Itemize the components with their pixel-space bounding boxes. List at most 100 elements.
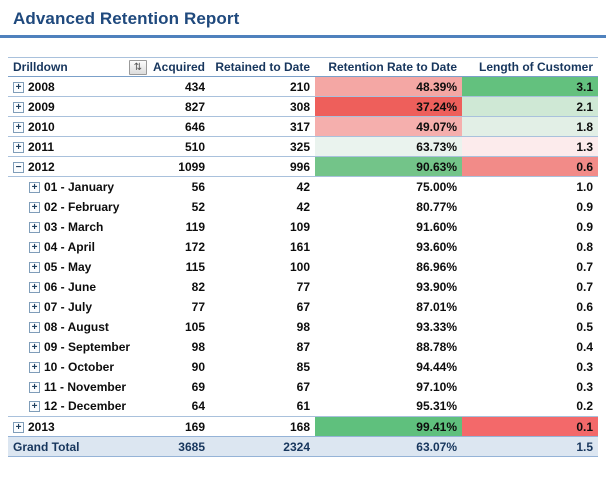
retained-value: 67 (296, 299, 310, 314)
expand-toggle-icon[interactable]: + (29, 301, 40, 313)
length-of-customer-value: 1.3 (462, 136, 598, 157)
expand-toggle-icon[interactable]: + (13, 141, 24, 153)
acquired-value: 172 (184, 239, 205, 254)
length-of-customer-value: 0.2 (576, 399, 593, 414)
expand-toggle-icon[interactable]: + (13, 121, 24, 133)
retained-value: 42 (296, 199, 310, 214)
drilldown-cell: +07 - July (8, 297, 148, 317)
row-label: 09 - September (44, 339, 131, 354)
drilldown-cell: −2012 (8, 156, 148, 177)
acquired-value: 169 (148, 416, 210, 437)
drilldown-cell: +10 - October (8, 357, 148, 377)
length-of-customer-value: 0.6 (462, 156, 598, 177)
acquired-value: 77 (191, 299, 205, 314)
drilldown-header-label: Drilldown (13, 59, 68, 74)
expand-toggle-icon[interactable]: + (29, 401, 40, 413)
page-title: Advanced Retention Report (13, 9, 240, 28)
retained-value: 325 (210, 136, 315, 157)
row-label: 04 - April (44, 239, 95, 254)
drilldown-cell: +12 - December (8, 397, 148, 417)
drilldown-cell: +2010 (8, 116, 148, 137)
column-header-retention-rate: Retention Rate to Date (315, 57, 462, 77)
row-label: 12 - December (44, 399, 127, 414)
retention-pivot-table: Drilldown ⇅ Acquired Retained to Date Re… (8, 57, 598, 457)
report-page: Advanced Retention Report Drilldown ⇅ Ac… (0, 9, 606, 479)
drilldown-cell: +04 - April (8, 237, 148, 257)
table-row: Grand Total 3685 2324 63.07% 1.5 (8, 436, 598, 457)
retention-rate-value: 97.10% (416, 379, 457, 394)
expand-toggle-icon[interactable]: + (29, 241, 40, 253)
table-row: +02 - February 52 42 80.77% 0.9 (8, 197, 598, 217)
acquired-value: 64 (191, 399, 205, 414)
expand-toggle-icon[interactable]: + (29, 201, 40, 213)
drilldown-cell: +01 - January (8, 176, 148, 197)
drilldown-cell: +06 - June (8, 277, 148, 297)
length-of-customer-value: 1.5 (462, 436, 598, 457)
column-header-acquired: Acquired (148, 57, 210, 77)
table-row: +07 - July 77 67 87.01% 0.6 (8, 297, 598, 317)
acquired-value: 56 (148, 176, 210, 197)
expand-toggle-icon[interactable]: − (13, 161, 24, 173)
acquired-value: 3685 (148, 436, 210, 457)
drilldown-cell: +02 - February (8, 197, 148, 217)
acquired-value: 69 (191, 379, 205, 394)
retention-rate-value: 86.96% (416, 259, 457, 274)
drilldown-cell: +03 - March (8, 217, 148, 237)
expand-toggle-icon[interactable]: + (29, 261, 40, 273)
drilldown-cell: +05 - May (8, 257, 148, 277)
table-row: +09 - September 98 87 88.78% 0.4 (8, 337, 598, 357)
table-row: +2009 827 308 37.24% 2.1 (8, 96, 598, 117)
retention-rate-value: 49.07% (315, 116, 462, 137)
expand-toggle-icon[interactable]: + (29, 221, 40, 233)
row-label: 05 - May (44, 259, 92, 274)
expand-toggle-icon[interactable]: + (13, 81, 24, 93)
length-of-customer-value: 0.9 (576, 219, 593, 234)
drilldown-cell: +2013 (8, 416, 148, 437)
acquired-value: 115 (185, 259, 205, 274)
table-row: +05 - May 115 100 86.96% 0.7 (8, 257, 598, 277)
retention-rate-value: 75.00% (315, 176, 462, 197)
expand-toggle-icon[interactable]: + (13, 101, 24, 113)
table-row: +11 - November 69 67 97.10% 0.3 (8, 377, 598, 397)
row-label: 03 - March (44, 219, 104, 234)
expand-toggle-icon[interactable]: + (29, 381, 40, 393)
expand-toggle-icon[interactable]: + (29, 341, 40, 353)
acquired-value: 510 (148, 136, 210, 157)
retention-rate-value: 91.60% (416, 219, 457, 234)
retention-rate-value: 93.33% (416, 319, 457, 334)
row-label: 10 - October (44, 359, 115, 374)
table-row: +2013 169 168 99.41% 0.1 (8, 416, 598, 437)
retention-rate-value: 80.77% (416, 199, 457, 214)
acquired-value: 82 (191, 279, 205, 294)
drilldown-cell: +2008 (8, 76, 148, 97)
expand-toggle-icon[interactable]: + (29, 181, 40, 193)
length-of-customer-value: 0.9 (576, 199, 593, 214)
expand-toggle-icon[interactable]: + (29, 361, 40, 373)
retention-rate-value: 63.73% (315, 136, 462, 157)
length-of-customer-value: 1.8 (462, 116, 598, 137)
expand-toggle-icon[interactable]: + (29, 281, 40, 293)
drilldown-cell: +11 - November (8, 377, 148, 397)
retained-value: 109 (289, 219, 310, 234)
retention-rate-value: 88.78% (416, 339, 457, 354)
table-row: +04 - April 172 161 93.60% 0.8 (8, 237, 598, 257)
column-header-retained: Retained to Date (210, 57, 315, 77)
row-label: 08 - August (44, 319, 109, 334)
retained-value: 42 (210, 176, 315, 197)
retained-value: 2324 (210, 436, 315, 457)
length-of-customer-value: 0.7 (576, 279, 593, 294)
sort-filter-dropdown-icon[interactable]: ⇅ (129, 60, 147, 75)
row-label: 07 - July (44, 299, 93, 314)
length-of-customer-value: 0.7 (576, 259, 593, 274)
row-label: 02 - February (44, 199, 120, 214)
length-of-customer-value: 3.1 (462, 76, 598, 97)
acquired-value: 105 (184, 319, 205, 334)
retained-value: 67 (296, 379, 310, 394)
expand-toggle-icon[interactable]: + (13, 421, 24, 433)
retention-rate-value: 87.01% (416, 299, 457, 314)
acquired-value: 90 (191, 359, 205, 374)
table-row: +2011 510 325 63.73% 1.3 (8, 136, 598, 157)
length-of-customer-value: 2.1 (462, 96, 598, 117)
expand-toggle-icon[interactable]: + (29, 321, 40, 333)
drilldown-cell: +2011 (8, 136, 148, 157)
